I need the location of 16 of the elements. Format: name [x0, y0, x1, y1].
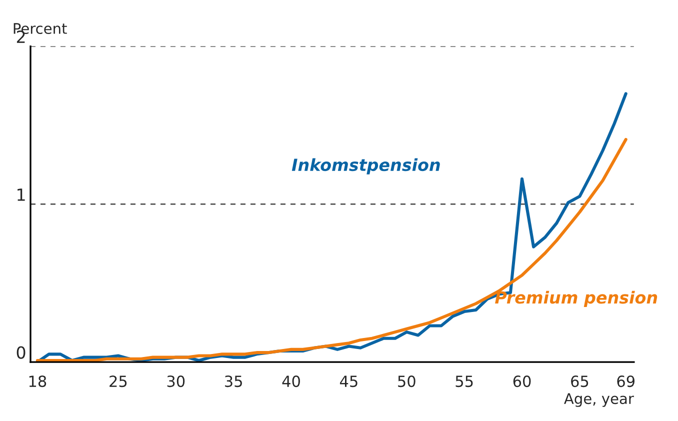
- y-tick-label: 0: [16, 346, 26, 359]
- series-label: Premium pension: [495, 290, 658, 307]
- x-tick-label: 60: [513, 376, 531, 388]
- x-tick-label: 69: [617, 376, 634, 388]
- x-tick-label: 18: [29, 376, 46, 388]
- y-tick-label: 1: [18, 188, 25, 201]
- x-tick-label: 55: [456, 376, 473, 388]
- x-tick-label: 25: [110, 376, 127, 388]
- x-tick-label: 65: [571, 376, 588, 388]
- text: Inkomstpension: [292, 158, 440, 174]
- x-tick-label: 50: [398, 376, 416, 388]
- x-tick-label: 30: [167, 376, 185, 388]
- x-tick-label: 35: [225, 376, 242, 388]
- x-tick-label: 40: [282, 376, 300, 388]
- x-axis-title: Age, year: [564, 393, 634, 407]
- x-tick-label: 45: [340, 376, 358, 388]
